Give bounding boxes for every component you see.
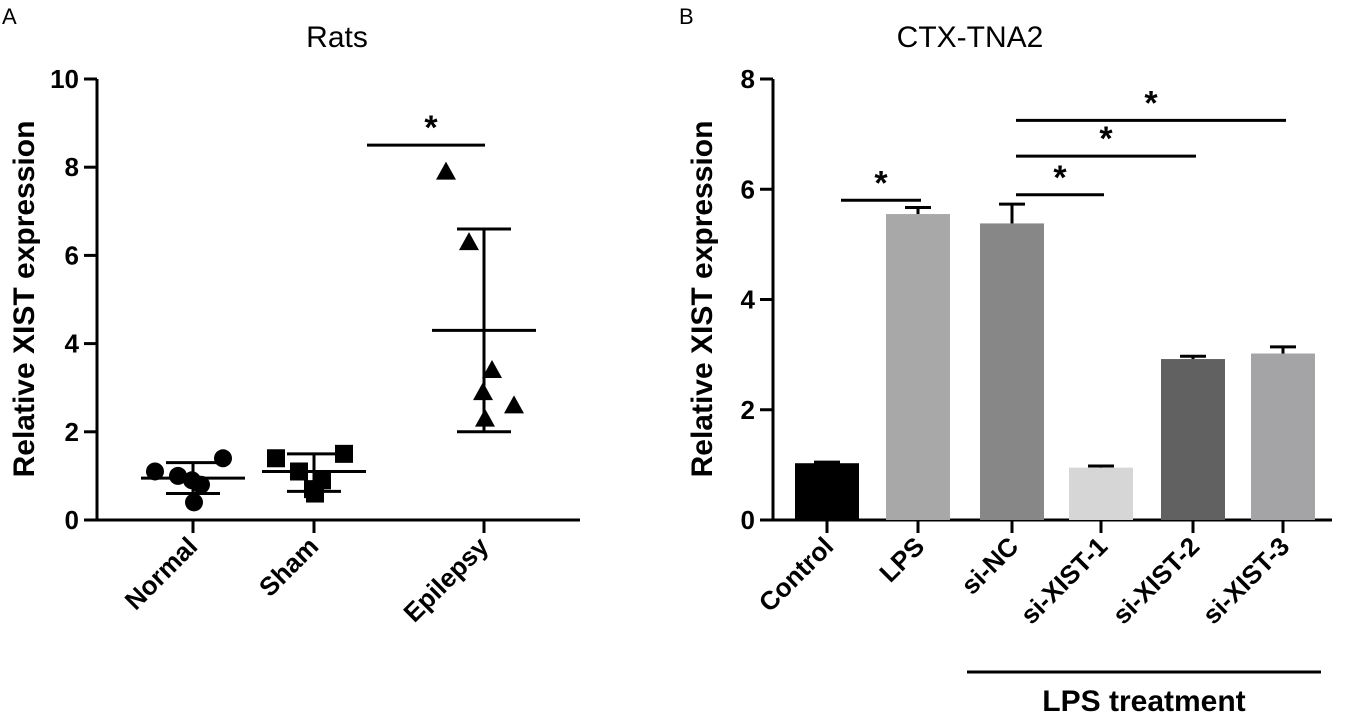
panel-a-triangle-point: [482, 360, 502, 379]
panel-a-y-axis-label: Relative XIST expression: [8, 121, 41, 478]
panel-b-x-category-label: Control: [753, 531, 840, 618]
panel-a-title: Rats: [306, 21, 368, 54]
panel-b-significance-star: *: [874, 164, 888, 202]
panel-a-significance: *: [367, 109, 485, 147]
panel-b-significance: * * * *: [841, 84, 1286, 202]
panel-a-circle-point: [146, 462, 164, 481]
panel-b-significance-star: *: [1144, 84, 1158, 122]
panel-b-x-category-label: si-XIST-1: [1014, 531, 1113, 630]
panel-b-group-text: LPS treatment: [1042, 685, 1245, 718]
panel-a-significance-star: *: [424, 109, 438, 147]
panel-b-significance-star: *: [1099, 120, 1113, 158]
panel-b-x-categories: Control LPS si-NCsi-XIST-1si-XIST-2si-XIST…: [753, 520, 1295, 630]
panel-b-significance-star: *: [1053, 159, 1067, 197]
panel-a-y-tick-label: 8: [65, 152, 79, 182]
panel-b-x-category-label: si-XIST-3: [1196, 531, 1295, 630]
panel-b-bar: [1161, 359, 1225, 520]
panel-b-y-axis-label: Relative XIST expression: [686, 121, 719, 478]
panel-a-triangle-point: [436, 161, 456, 180]
panel-a-square-point: [306, 484, 324, 503]
panel-a-triangle-point: [504, 395, 524, 414]
panel-b-group-label: LPS treatment: [967, 670, 1321, 718]
panel-b-bar: [980, 223, 1044, 521]
panel-a-triangle-point: [459, 232, 479, 251]
panel-a-x-category-label: Normal: [119, 531, 204, 616]
panel-a-square-point: [335, 444, 353, 463]
panel-b-bar: [1069, 467, 1133, 520]
panel-a-x-category-label: Epilepsy: [397, 531, 494, 628]
panel-a-mean-sd-bars: [141, 227, 536, 496]
panel-a-circle-point: [214, 449, 232, 468]
panel-b-bar: [795, 463, 859, 520]
panel-a-y-tick-label: 2: [65, 417, 79, 447]
panel-b-x-category-label: si-NC: [955, 531, 1024, 600]
panel-a: A Rats Relative XIST expression 0246810 …: [2, 4, 580, 628]
panel-b-y-tick-label: 2: [741, 395, 755, 425]
panel-a-square-point: [267, 449, 285, 468]
panel-b-bar: [886, 214, 950, 520]
panel-a-y-ticks: 0 2 4 6 8 10: [50, 64, 97, 535]
panel-a-y-tick-label: 0: [65, 505, 79, 535]
panel-a-y-tick-label: 10: [50, 64, 79, 94]
panel-b-letter: B: [679, 4, 694, 29]
panel-a-y-tick-label: 4: [65, 329, 80, 359]
panel-b-y-tick-label: 0: [741, 505, 755, 535]
panel-a-data-points: [146, 161, 524, 512]
panel-b-x-category-label: si-XIST-2: [1106, 531, 1205, 630]
panel-a-x-category-label: Sham: [253, 531, 324, 602]
panel-a-circle-point: [185, 493, 203, 512]
panel-b-bar: [1251, 353, 1315, 520]
panel-a-x-categories: Normal Sham Epilepsy: [119, 520, 495, 628]
panel-a-letter: A: [2, 4, 17, 29]
panel-a-y-tick-label: 6: [65, 240, 79, 270]
panel-b-y-tick-label: 6: [741, 174, 755, 204]
panel-b-x-category-label: LPS: [873, 531, 930, 588]
panel-a-circle-point: [169, 466, 187, 485]
panel-b-y-tick-label: 8: [741, 64, 755, 94]
panel-b-bars: [795, 214, 1315, 521]
panel-b-y-ticks: 0 2 4 6 8: [741, 64, 773, 535]
panel-b: B CTX-TNA2 Relative XIST expression 0 2 4 6…: [679, 4, 1332, 718]
panel-b-y-tick-label: 4: [741, 285, 756, 315]
panel-b-error-bars: [814, 202, 1296, 468]
panel-b-title: CTX-TNA2: [897, 21, 1044, 54]
